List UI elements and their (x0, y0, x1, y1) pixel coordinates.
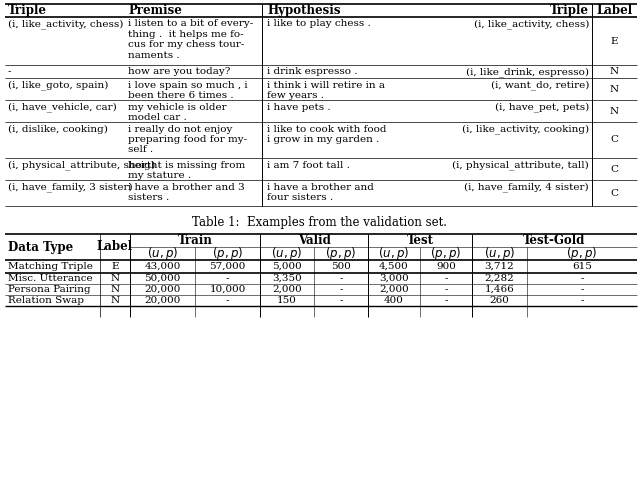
Text: (i, have_family, 3 sister): (i, have_family, 3 sister) (8, 183, 132, 192)
Text: (i, like_drink, espresso): (i, like_drink, espresso) (466, 67, 589, 77)
Text: $(u, p)$: $(u, p)$ (271, 245, 303, 262)
Text: 2,282: 2,282 (484, 274, 515, 283)
Text: 43,000: 43,000 (144, 262, 180, 271)
Text: C: C (611, 164, 618, 174)
Text: i really do not enjoy
preparing food for my-
self .: i really do not enjoy preparing food for… (128, 124, 247, 154)
Text: 4,500: 4,500 (379, 262, 409, 271)
Text: i love spain so much , i
been there 6 times .: i love spain so much , i been there 6 ti… (128, 80, 248, 100)
Text: Test-Gold: Test-Gold (524, 234, 586, 247)
Text: -: - (444, 296, 448, 305)
Text: (i, have_vehicle, car): (i, have_vehicle, car) (8, 103, 116, 112)
Text: i drink espresso .: i drink espresso . (267, 67, 358, 77)
Text: 3,712: 3,712 (484, 262, 515, 271)
Text: $(p, p)$: $(p, p)$ (566, 245, 598, 262)
Text: my vehicle is older
model car .: my vehicle is older model car . (128, 103, 227, 122)
Text: (i, physical_attribute, tall): (i, physical_attribute, tall) (452, 161, 589, 170)
Text: -: - (226, 296, 229, 305)
Text: Triple: Triple (8, 4, 47, 17)
Text: 5,000: 5,000 (272, 262, 302, 271)
Text: 1,466: 1,466 (484, 285, 515, 294)
Text: $(p, p)$: $(p, p)$ (431, 245, 461, 262)
Text: (i, have_pet, pets): (i, have_pet, pets) (495, 103, 589, 112)
Text: Test: Test (406, 234, 433, 247)
Text: 2,000: 2,000 (272, 285, 302, 294)
Text: 10,000: 10,000 (209, 285, 246, 294)
Text: i listen to a bit of every-
thing .  it helps me fo-
cus for my chess tour-
name: i listen to a bit of every- thing . it h… (128, 19, 253, 60)
Text: 3,350: 3,350 (272, 274, 302, 283)
Text: -: - (580, 296, 584, 305)
Text: i am 7 foot tall .: i am 7 foot tall . (267, 161, 350, 170)
Text: Label: Label (596, 4, 632, 17)
Text: (i, like_goto, spain): (i, like_goto, spain) (8, 80, 108, 90)
Text: (i, physical_attribute, short): (i, physical_attribute, short) (8, 161, 156, 170)
Text: N: N (610, 67, 619, 76)
Text: 20,000: 20,000 (144, 296, 180, 305)
Text: 20,000: 20,000 (144, 285, 180, 294)
Text: N: N (610, 84, 619, 94)
Text: Triple: Triple (550, 4, 589, 17)
Text: E: E (111, 262, 119, 271)
Text: i think i will retire in a
few years .: i think i will retire in a few years . (267, 80, 385, 100)
Text: Matching Triple: Matching Triple (8, 262, 93, 271)
Text: 3,000: 3,000 (379, 274, 409, 283)
Text: N: N (610, 107, 619, 116)
Text: height is missing from
my stature .: height is missing from my stature . (128, 161, 245, 180)
Text: (i, want_do, retire): (i, want_do, retire) (491, 80, 589, 90)
Text: Label: Label (97, 241, 133, 254)
Text: 150: 150 (277, 296, 297, 305)
Text: -: - (339, 285, 343, 294)
Text: 900: 900 (436, 262, 456, 271)
Text: $(u, p)$: $(u, p)$ (484, 245, 515, 262)
Text: Relation Swap: Relation Swap (8, 296, 84, 305)
Text: i have pets .: i have pets . (267, 103, 331, 111)
Text: -: - (580, 285, 584, 294)
Text: Persona Pairing: Persona Pairing (8, 285, 91, 294)
Text: 260: 260 (490, 296, 509, 305)
Text: $(u, p)$: $(u, p)$ (147, 245, 178, 262)
Text: i have a brother and
four sisters .: i have a brother and four sisters . (267, 183, 374, 202)
Text: $(u, p)$: $(u, p)$ (378, 245, 410, 262)
Text: Train: Train (177, 234, 212, 247)
Text: -: - (226, 274, 229, 283)
Text: i like to play chess .: i like to play chess . (267, 19, 371, 28)
Text: C: C (611, 188, 618, 198)
Text: N: N (111, 274, 120, 283)
Text: $(p, p)$: $(p, p)$ (212, 245, 243, 262)
Text: C: C (611, 135, 618, 145)
Text: (i, like_activity, chess): (i, like_activity, chess) (8, 19, 124, 29)
Text: -: - (444, 274, 448, 283)
Text: Hypothesis: Hypothesis (267, 4, 340, 17)
Text: -: - (444, 285, 448, 294)
Text: Premise: Premise (128, 4, 182, 17)
Text: (i, like_activity, cooking): (i, like_activity, cooking) (462, 124, 589, 134)
Text: (i, have_family, 4 sister): (i, have_family, 4 sister) (465, 183, 589, 192)
Text: (i, like_activity, chess): (i, like_activity, chess) (474, 19, 589, 29)
Text: 615: 615 (572, 262, 592, 271)
Text: -: - (339, 274, 343, 283)
Text: i like to cook with food
i grow in my garden .: i like to cook with food i grow in my ga… (267, 124, 387, 144)
Text: 57,000: 57,000 (209, 262, 246, 271)
Text: N: N (111, 296, 120, 305)
Text: Data Type: Data Type (8, 241, 73, 254)
Text: -: - (339, 296, 343, 305)
Text: i have a brother and 3
sisters .: i have a brother and 3 sisters . (128, 183, 244, 202)
Text: how are you today?: how are you today? (128, 67, 230, 77)
Text: Misc. Utterance: Misc. Utterance (8, 274, 93, 283)
Text: 400: 400 (384, 296, 404, 305)
Text: -: - (580, 274, 584, 283)
Text: 500: 500 (331, 262, 351, 271)
Text: (i, dislike, cooking): (i, dislike, cooking) (8, 124, 108, 134)
Text: Table 1:  Examples from the validation set.: Table 1: Examples from the validation se… (193, 216, 447, 229)
Text: 50,000: 50,000 (144, 274, 180, 283)
Text: $(p, p)$: $(p, p)$ (325, 245, 356, 262)
Text: -: - (8, 67, 12, 77)
Text: E: E (611, 37, 618, 45)
Text: N: N (111, 285, 120, 294)
Text: Valid: Valid (298, 234, 330, 247)
Text: 2,000: 2,000 (379, 285, 409, 294)
